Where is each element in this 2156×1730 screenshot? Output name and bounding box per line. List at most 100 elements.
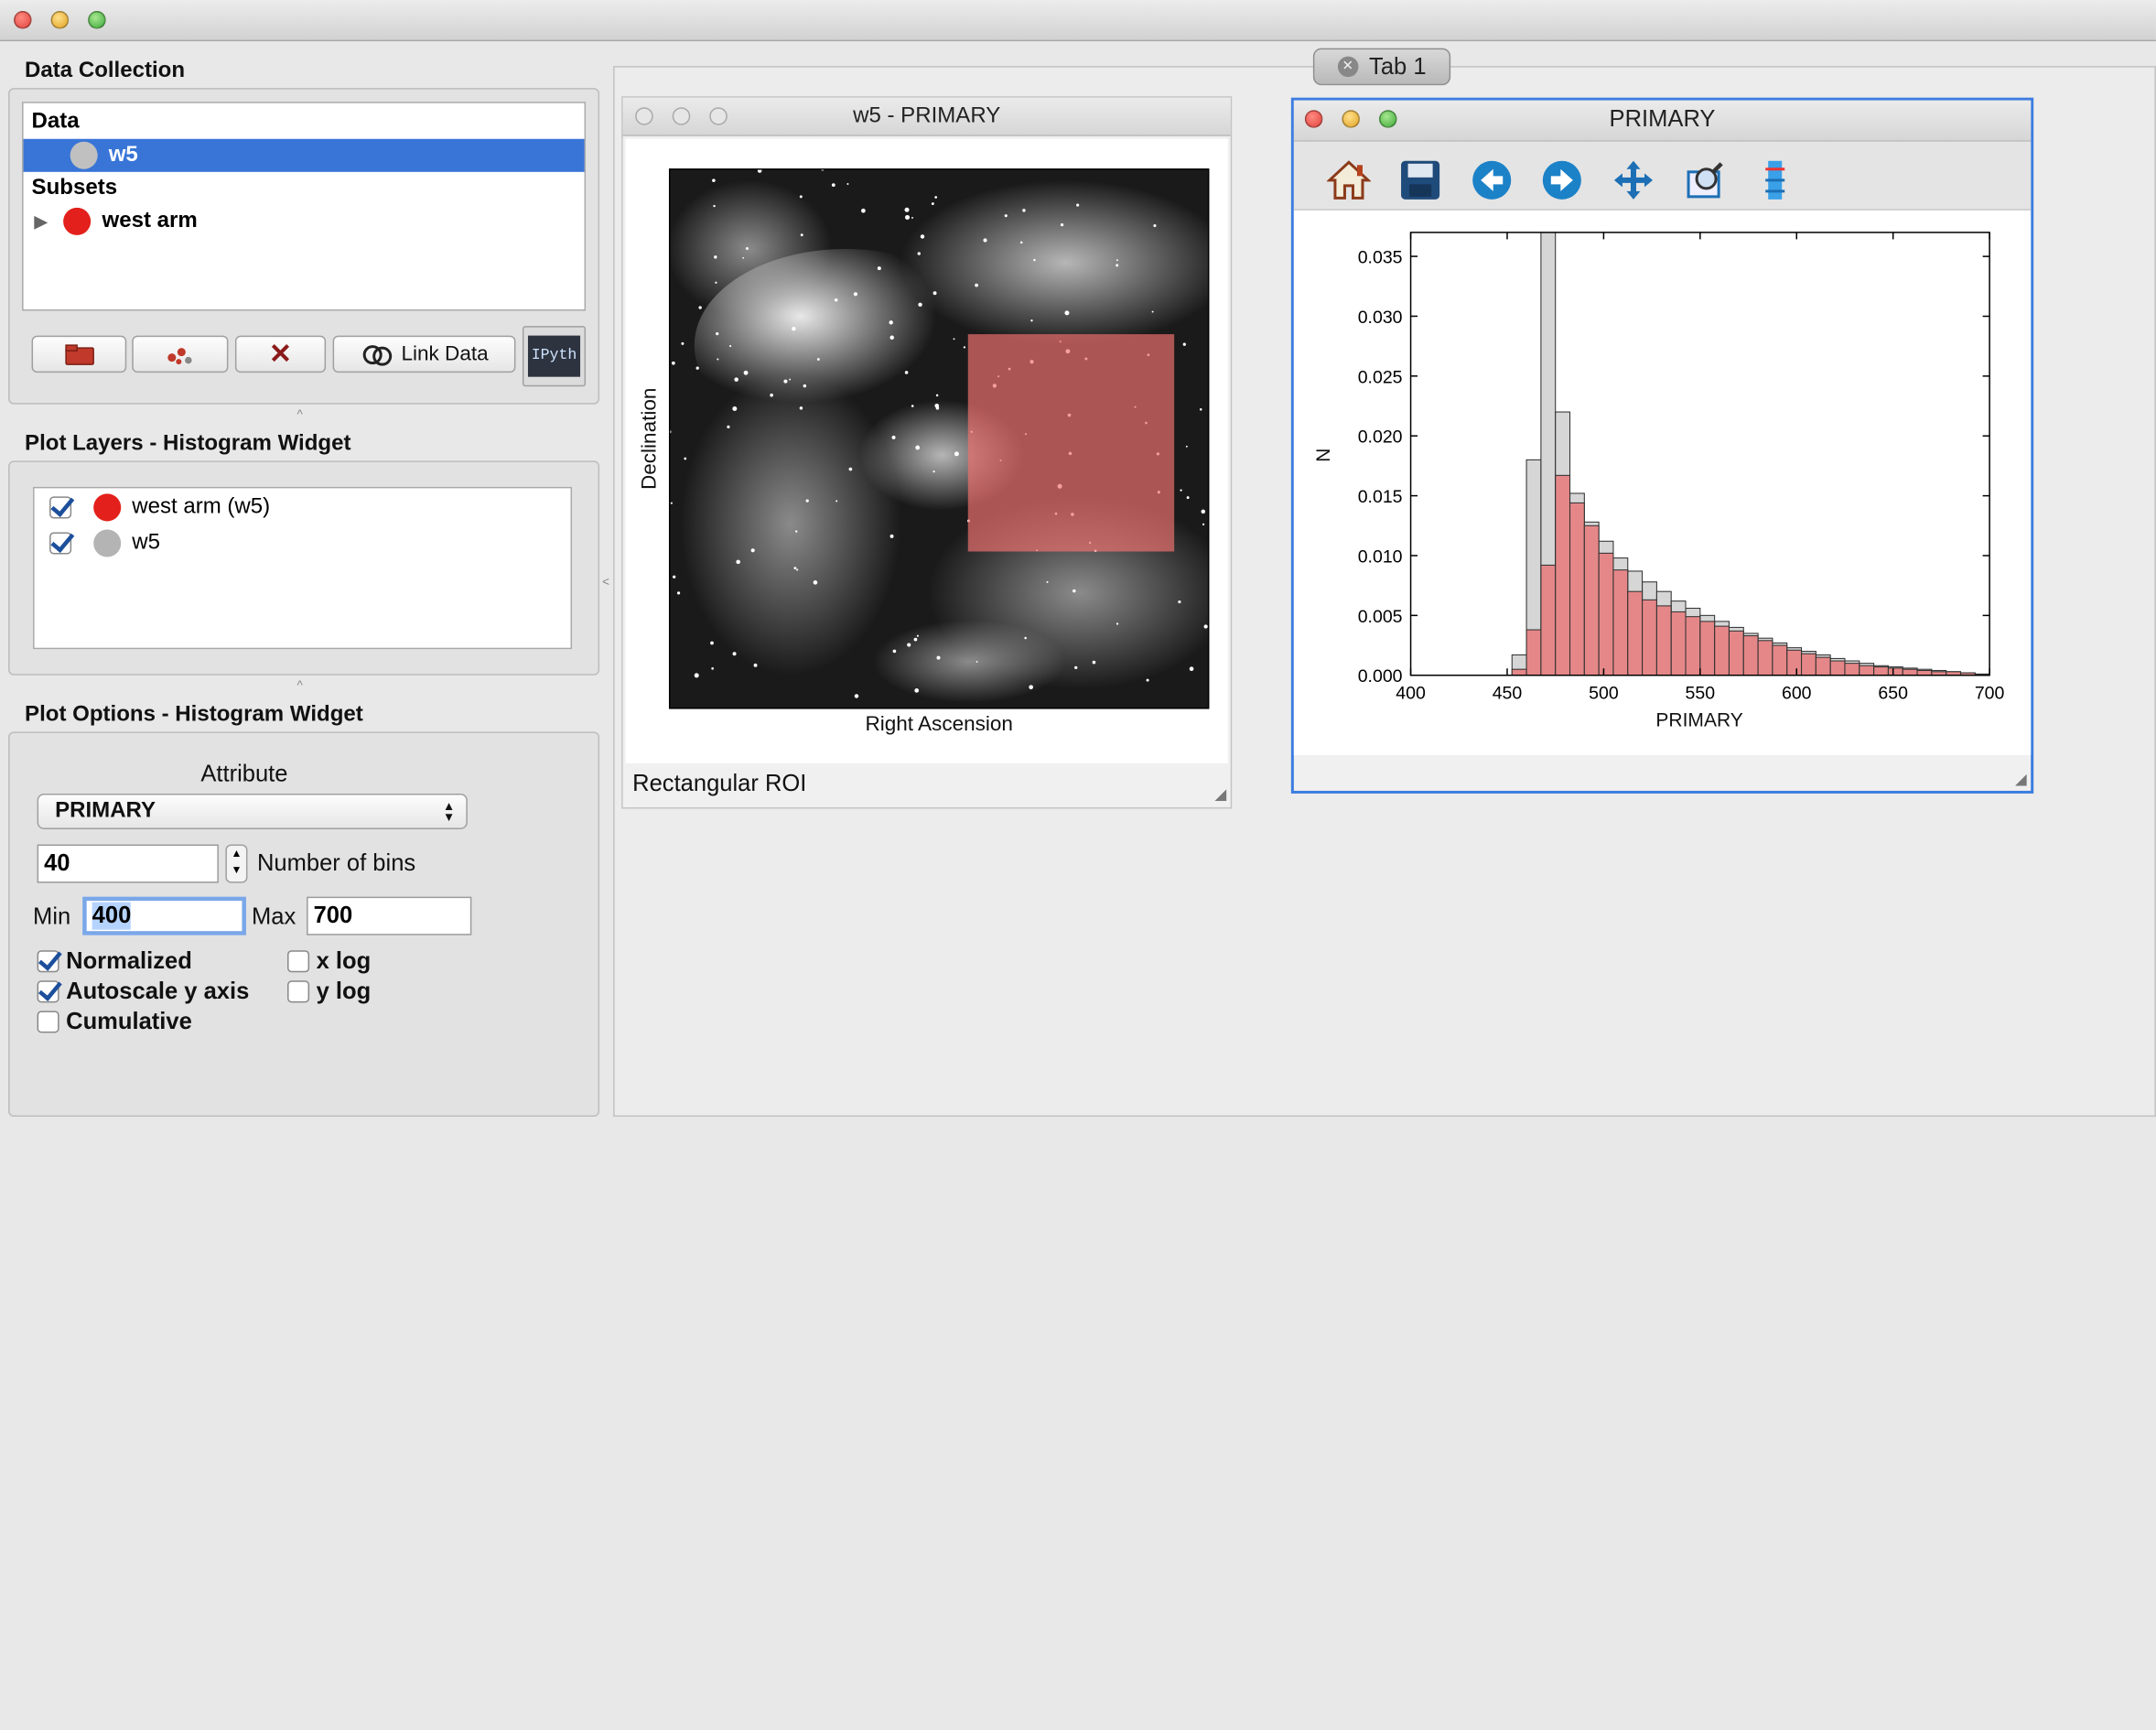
- image-plot-area: Right Ascension Declination: [625, 138, 1228, 763]
- layer-label: west arm (w5): [132, 494, 271, 519]
- ylog-option[interactable]: y log: [287, 978, 371, 1005]
- ylog-checkbox[interactable]: [287, 980, 310, 1003]
- star: [976, 660, 978, 663]
- roi-status: Rectangular ROI: [632, 770, 807, 796]
- minimize-window-button[interactable]: [50, 11, 70, 29]
- y-tick-label: 0.025: [1358, 367, 1403, 387]
- histogram-bar: [1525, 629, 1542, 676]
- close-window-button[interactable]: [1304, 110, 1323, 128]
- histogram-bar: [1568, 502, 1585, 676]
- zoom-rect-icon[interactable]: [1683, 158, 1727, 202]
- autoscale-option[interactable]: Autoscale y axis: [37, 978, 250, 1005]
- subsets-header: Subsets: [31, 176, 118, 200]
- max-input[interactable]: 700: [307, 896, 472, 935]
- link-data-button[interactable]: Link Data: [332, 335, 516, 373]
- histogram-bar: [1699, 621, 1716, 676]
- star: [835, 500, 838, 503]
- home-icon[interactable]: [1326, 158, 1371, 202]
- zoom-window-button[interactable]: [709, 107, 728, 125]
- save-icon[interactable]: [1398, 158, 1442, 202]
- star: [710, 641, 714, 645]
- layer-visible-checkbox[interactable]: [49, 496, 72, 519]
- star: [935, 405, 940, 410]
- star: [1199, 408, 1202, 411]
- data-item-w5[interactable]: w5: [23, 138, 585, 172]
- star: [877, 266, 881, 271]
- subset-item-west-arm[interactable]: ▶ west arm: [24, 205, 585, 238]
- back-icon[interactable]: [1470, 158, 1514, 202]
- close-window-button[interactable]: [635, 107, 653, 125]
- resize-grip-icon[interactable]: ◢: [2014, 771, 2027, 788]
- cumulative-option[interactable]: Cumulative: [37, 1008, 192, 1035]
- star: [799, 195, 803, 199]
- normalized-checkbox[interactable]: [37, 950, 59, 973]
- min-input[interactable]: 400: [82, 896, 246, 935]
- star: [673, 575, 676, 578]
- autoscale-checkbox[interactable]: [37, 980, 59, 1003]
- tab-1[interactable]: ✕ Tab 1: [1312, 48, 1451, 86]
- layer-visible-checkbox[interactable]: [49, 532, 72, 555]
- histogram-bar: [1916, 669, 1933, 676]
- star: [670, 502, 673, 504]
- resize-grip-icon[interactable]: ◢: [1214, 786, 1227, 804]
- max-label: Max: [251, 903, 296, 930]
- histogram-titlebar[interactable]: PRIMARY: [1293, 100, 2032, 142]
- y-axis-label: N: [1313, 449, 1334, 462]
- splitter-handle[interactable]: ^: [296, 677, 303, 692]
- minimize-window-button[interactable]: [672, 107, 691, 125]
- zoom-window-button[interactable]: [88, 11, 106, 29]
- open-data-button[interactable]: [31, 335, 127, 373]
- forward-icon[interactable]: [1540, 158, 1584, 202]
- data-collection-list[interactable]: Data w5 Subsets ▶ west arm: [22, 102, 587, 311]
- histogram-plot-area: 400 450 500 550 600 650 700 0.000 0.005 0.010 0.01…: [1293, 210, 2032, 755]
- star: [732, 405, 738, 411]
- disclosure-triangle-icon[interactable]: ▶: [34, 211, 48, 232]
- xlog-checkbox[interactable]: [287, 950, 310, 973]
- star: [831, 183, 835, 188]
- pan-icon[interactable]: [1612, 158, 1655, 202]
- histogram-bar: [1511, 668, 1527, 676]
- y-tick-label: 0.035: [1358, 248, 1403, 268]
- xlog-option[interactable]: x log: [287, 947, 371, 975]
- star: [712, 178, 716, 182]
- star: [1074, 665, 1078, 669]
- star: [1151, 310, 1154, 313]
- ipython-terminal-button[interactable]: IPyth: [522, 326, 587, 387]
- image-viewer-titlebar[interactable]: w5 - PRIMARY: [622, 97, 1231, 136]
- y-tick-label: 0.010: [1358, 546, 1403, 567]
- minimize-window-button[interactable]: [1342, 110, 1360, 128]
- rectangular-roi[interactable]: [967, 334, 1175, 552]
- data-header: Data: [31, 110, 80, 134]
- star: [1060, 222, 1064, 227]
- delete-button[interactable]: ✕: [234, 335, 327, 373]
- histogram-bar: [1801, 653, 1816, 676]
- plot-layers-list[interactable]: west arm (w5) w5: [33, 486, 573, 650]
- plot-layers-title: Plot Layers - Histogram Widget: [25, 431, 351, 456]
- splitter-handle[interactable]: ^: [296, 406, 303, 421]
- layer-row-west-arm[interactable]: west arm (w5): [35, 491, 571, 524]
- close-window-button[interactable]: [14, 11, 32, 29]
- image-canvas[interactable]: Right Ascension Declination: [626, 139, 1228, 763]
- bins-input[interactable]: 40: [37, 844, 219, 883]
- layer-color-icon: [93, 493, 122, 522]
- new-subset-button[interactable]: [132, 335, 229, 373]
- attribute-select[interactable]: PRIMARY ▲ ▼: [37, 793, 468, 830]
- close-tab-icon[interactable]: ✕: [1337, 56, 1359, 78]
- x-tick-label: 650: [1878, 683, 1908, 703]
- normalized-option[interactable]: Normalized: [37, 947, 192, 975]
- histogram-bar: [1642, 599, 1657, 676]
- subset-item-label: west arm: [102, 209, 198, 232]
- autoscale-label: Autoscale y axis: [66, 978, 250, 1004]
- cumulative-checkbox[interactable]: [37, 1011, 59, 1033]
- star: [936, 655, 941, 660]
- zoom-window-button[interactable]: [1379, 110, 1397, 128]
- vertical-splitter-handle[interactable]: <: [602, 575, 610, 589]
- layer-row-w5[interactable]: w5: [35, 526, 571, 559]
- star: [1092, 660, 1096, 665]
- configure-subplots-icon[interactable]: [1754, 158, 1798, 202]
- star: [757, 168, 762, 173]
- star: [1186, 496, 1190, 500]
- x-axis-label: PRIMARY: [1655, 709, 1742, 730]
- bins-stepper[interactable]: ▲ ▼: [225, 844, 248, 883]
- histogram-chart[interactable]: 400 450 500 550 600 650 700 0.000 0.005 0.010 0.01…: [1294, 211, 2031, 755]
